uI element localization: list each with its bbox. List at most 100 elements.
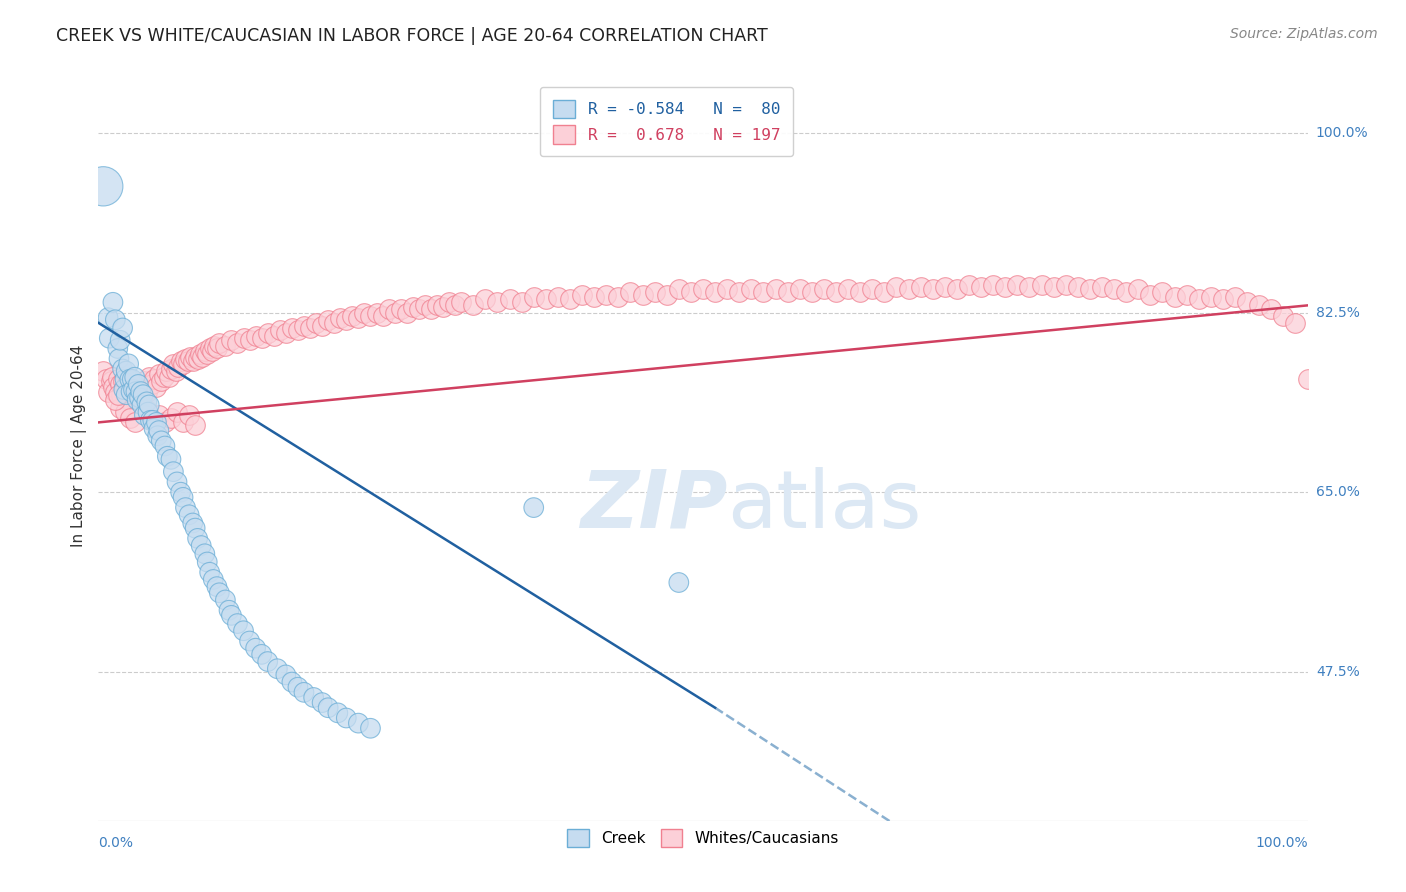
Point (187, 351, 209, 366)
Point (160, 411, 183, 425)
Point (644, 285, 666, 299)
Text: 100.0%: 100.0% (1256, 836, 1308, 849)
Point (266, 662, 288, 676)
Point (104, 312, 127, 326)
Point (486, 295, 509, 310)
Point (195, 555, 218, 569)
Point (208, 336, 231, 351)
Point (437, 295, 460, 310)
Point (1031, 277, 1053, 292)
Point (108, 333, 131, 347)
Point (1284, 316, 1306, 330)
Point (704, 285, 727, 299)
Point (1272, 309, 1295, 323)
Point (607, 290, 630, 304)
Point (444, 298, 467, 312)
Point (1152, 285, 1174, 299)
Point (1199, 290, 1222, 304)
Point (994, 280, 1017, 294)
Point (274, 326, 297, 340)
Point (957, 277, 980, 292)
Point (205, 342, 228, 356)
Point (111, 375, 134, 389)
Point (128, 384, 150, 399)
Point (91, 364, 114, 378)
Point (619, 285, 641, 299)
Point (728, 285, 751, 299)
Point (139, 413, 162, 427)
Point (121, 372, 143, 386)
Point (122, 383, 145, 397)
Text: 47.5%: 47.5% (1316, 665, 1360, 679)
Point (131, 380, 153, 394)
Point (174, 500, 197, 515)
Point (166, 475, 188, 489)
Point (202, 573, 225, 587)
Point (347, 310, 370, 325)
Point (1054, 277, 1077, 292)
Point (153, 416, 176, 430)
Point (1067, 280, 1090, 294)
Point (184, 350, 207, 364)
Point (108, 351, 131, 366)
Point (281, 321, 304, 335)
Point (179, 508, 201, 522)
Point (981, 277, 1004, 292)
Point (1188, 292, 1211, 306)
Point (165, 364, 187, 378)
Point (142, 413, 165, 427)
Point (118, 357, 141, 371)
Point (124, 380, 146, 394)
Point (97, 310, 120, 325)
Point (127, 377, 149, 392)
Point (115, 387, 138, 401)
Point (426, 298, 449, 312)
Point (776, 285, 799, 299)
Point (120, 395, 142, 409)
Point (135, 384, 157, 399)
Point (360, 721, 382, 735)
Point (160, 452, 183, 467)
Point (148, 408, 170, 422)
Point (655, 288, 678, 302)
Text: 100.0%: 100.0% (1316, 126, 1368, 140)
Point (245, 641, 267, 656)
Point (813, 282, 835, 296)
Text: CREEK VS WHITE/CAUCASIAN IN LABOR FORCE | AGE 20-64 CORRELATION CHART: CREEK VS WHITE/CAUCASIAN IN LABOR FORCE … (56, 27, 768, 45)
Point (132, 387, 155, 401)
Point (125, 384, 148, 399)
Point (143, 372, 166, 386)
Point (1091, 280, 1114, 294)
Point (112, 383, 135, 397)
Point (281, 675, 304, 690)
Point (1249, 298, 1271, 312)
Point (752, 285, 775, 299)
Point (201, 343, 224, 358)
Point (111, 321, 134, 335)
Point (897, 282, 920, 296)
Point (188, 346, 211, 360)
Point (921, 282, 943, 296)
Point (191, 350, 214, 364)
Point (256, 655, 278, 669)
Point (1007, 277, 1029, 292)
Point (134, 375, 156, 389)
Point (204, 339, 226, 353)
Point (371, 309, 394, 323)
Point (174, 351, 197, 366)
Point (226, 336, 249, 351)
Point (172, 357, 194, 371)
Point (127, 387, 149, 401)
Point (970, 280, 993, 294)
Point (326, 706, 349, 720)
Point (825, 285, 848, 299)
Point (377, 302, 399, 317)
Point (571, 288, 593, 302)
Point (510, 295, 533, 310)
Point (1018, 280, 1040, 294)
Point (214, 593, 236, 607)
Text: 0.0%: 0.0% (98, 836, 134, 849)
Point (837, 282, 859, 296)
Point (299, 321, 322, 335)
Point (1115, 285, 1137, 299)
